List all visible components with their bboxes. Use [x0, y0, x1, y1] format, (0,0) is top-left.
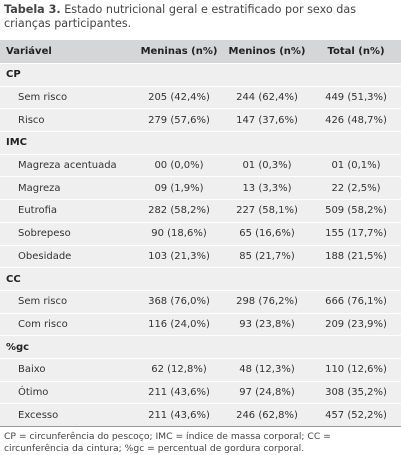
value-cell: 211 (43,6%): [135, 380, 223, 404]
value-cell: 244 (62,4%): [223, 85, 311, 109]
group-label: %gc: [0, 335, 401, 359]
value-cell: 85 (21,7%): [223, 244, 311, 268]
data-row: Sem risco 205 (42,4%) 244 (62,4%) 449 (51,3…: [0, 85, 401, 109]
header-cell: Variável: [0, 40, 135, 64]
data-row: Sobrepeso 90 (18,6%) 65 (16,6%) 155 (17,7%): [0, 221, 401, 245]
row-label: Obesidade: [0, 244, 135, 268]
data-row: Risco 279 (57,6%) 147 (37,6%) 426 (48,7%): [0, 108, 401, 132]
group-label: IMC: [0, 131, 401, 155]
value-cell: 00 (0,0%): [135, 153, 223, 177]
row-label: Com risco: [0, 312, 135, 336]
value-cell: 227 (58,1%): [223, 199, 311, 223]
row-label: Risco: [0, 108, 135, 132]
value-cell: 01 (0,3%): [223, 153, 311, 177]
value-cell: 13 (3,3%): [223, 176, 311, 200]
value-cell: 279 (57,6%): [135, 108, 223, 132]
value-cell: 155 (17,7%): [311, 221, 401, 245]
row-label: Baixo: [0, 357, 135, 382]
row-label: Ótimo: [0, 380, 135, 404]
row-label: Eutrofia: [0, 199, 135, 223]
table: Variável Meninas (n%) Meninos (n%) Total (n…: [0, 40, 401, 426]
header-cell: Meninos (n%): [223, 40, 311, 64]
group-label: CP: [0, 63, 401, 87]
footnote: CP = circunferência do pescoço; IMC = ín…: [0, 426, 401, 455]
row-label: Sem risco: [0, 85, 135, 109]
value-cell: 97 (24,8%): [223, 380, 311, 404]
data-row: Baixo 62 (12,8%) 48 (12,3%) 110 (12,6%): [0, 357, 401, 382]
value-cell: 09 (1,9%): [135, 176, 223, 200]
data-row: Obesidade 103 (21,3%) 85 (21,7%) 188 (21,5%…: [0, 244, 401, 268]
data-row: Magreza 09 (1,9%) 13 (3,3%) 22 (2,5%): [0, 176, 401, 200]
data-row: Excesso 211 (43,6%) 246 (62,8%) 457 (52,2%): [0, 403, 401, 426]
group-row: CC: [0, 267, 401, 291]
group-row: IMC: [0, 131, 401, 155]
value-cell: 282 (58,2%): [135, 199, 223, 223]
table-body: CP Sem risco 205 (42,4%) 244 (62,4%) 449 (51…: [0, 63, 401, 426]
value-cell: 426 (48,7%): [311, 108, 401, 132]
value-cell: 666 (76,1%): [311, 289, 401, 314]
value-cell: 209 (23,9%): [311, 312, 401, 336]
value-cell: 62 (12,8%): [135, 357, 223, 382]
value-cell: 93 (23,8%): [223, 312, 311, 336]
value-cell: 509 (58,2%): [311, 199, 401, 223]
value-cell: 103 (21,3%): [135, 244, 223, 268]
group-row: CP: [0, 63, 401, 87]
header-cell: Meninas (n%): [135, 40, 223, 64]
value-cell: 147 (37,6%): [223, 108, 311, 132]
data-row: Eutrofia 282 (58,2%) 227 (58,1%) 509 (58,2%…: [0, 199, 401, 223]
value-cell: 22 (2,5%): [311, 176, 401, 200]
value-cell: 01 (0,1%): [311, 153, 401, 177]
value-cell: 368 (76,0%): [135, 289, 223, 314]
row-label: Sobrepeso: [0, 221, 135, 245]
data-row: Sem risco 368 (76,0%) 298 (76,2%) 666 (76,1…: [0, 289, 401, 314]
value-cell: 65 (16,6%): [223, 221, 311, 245]
value-cell: 48 (12,3%): [223, 357, 311, 382]
value-cell: 211 (43,6%): [135, 403, 223, 426]
row-label: Excesso: [0, 403, 135, 426]
value-cell: 205 (42,4%): [135, 85, 223, 109]
data-row: Ótimo 211 (43,6%) 97 (24,8%) 308 (35,2%): [0, 380, 401, 404]
row-label: Magreza: [0, 176, 135, 200]
value-cell: 110 (12,6%): [311, 357, 401, 382]
title: Tabela 3. Estado nutricional geral e est…: [0, 0, 401, 34]
group-label: CC: [0, 267, 401, 291]
value-cell: 449 (51,3%): [311, 85, 401, 109]
value-cell: 298 (76,2%): [223, 289, 311, 314]
header-cell: Total (n%): [311, 40, 401, 64]
group-row: %gc: [0, 335, 401, 359]
title-label: Tabela 3.: [4, 3, 61, 16]
title-text: Estado nutricional geral e estratificado…: [4, 3, 357, 30]
header-row: Variável Meninas (n%) Meninos (n%) Total (n…: [0, 40, 401, 64]
value-cell: 246 (62,8%): [223, 403, 311, 426]
row-label: Sem risco: [0, 289, 135, 314]
value-cell: 116 (24,0%): [135, 312, 223, 336]
value-cell: 308 (35,2%): [311, 380, 401, 404]
value-cell: 90 (18,6%): [135, 221, 223, 245]
data-row: Magreza acentuada 00 (0,0%) 01 (0,3%) 01 (0…: [0, 153, 401, 177]
value-cell: 188 (21,5%): [311, 244, 401, 268]
data-row: Com risco 116 (24,0%) 93 (23,8%) 209 (23,9%…: [0, 312, 401, 336]
row-label: Magreza acentuada: [0, 153, 135, 177]
value-cell: 457 (52,2%): [311, 403, 401, 426]
